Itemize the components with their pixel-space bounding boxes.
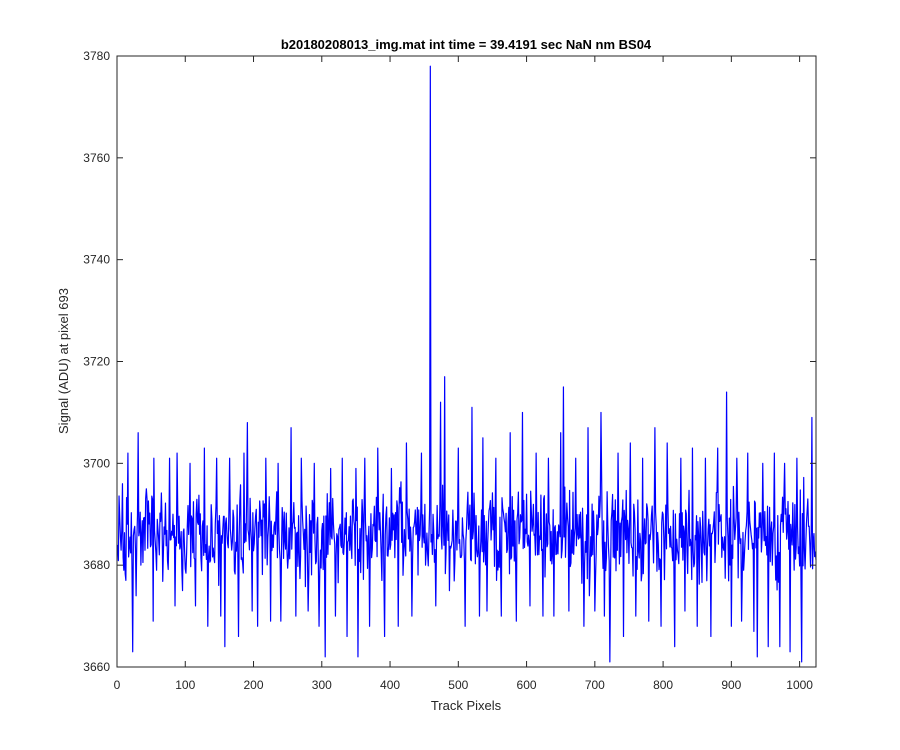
x-axis-ticks: 0 100 200 300 400 500 600 700 800 900 1000 xyxy=(114,56,813,692)
x-tick-label: 0 xyxy=(114,678,121,692)
y-tick-label: 3780 xyxy=(83,49,110,63)
y-axis-label: Signal (ADU) at pixel 693 xyxy=(56,288,71,434)
x-tick-label: 600 xyxy=(517,678,537,692)
y-tick-label: 3740 xyxy=(83,253,110,267)
x-tick-label: 300 xyxy=(312,678,332,692)
x-tick-label: 800 xyxy=(653,678,673,692)
x-tick-label: 200 xyxy=(244,678,264,692)
y-tick-label: 3700 xyxy=(83,456,110,470)
y-tick-label: 3720 xyxy=(83,355,110,369)
data-layer xyxy=(117,65,817,663)
x-tick-label: 400 xyxy=(380,678,400,692)
y-axis-ticks: 3660 3680 3700 3720 3740 3760 3780 xyxy=(83,49,816,674)
chart-title: b20180208013_img.mat int time = 39.4191 … xyxy=(281,37,652,52)
x-axis-label: Track Pixels xyxy=(431,698,502,713)
x-tick-label: 900 xyxy=(721,678,741,692)
x-tick-label: 500 xyxy=(448,678,468,692)
x-tick-label: 1000 xyxy=(786,678,813,692)
x-tick-label: 100 xyxy=(175,678,195,692)
y-tick-label: 3660 xyxy=(83,660,110,674)
y-tick-label: 3760 xyxy=(83,151,110,165)
x-tick-label: 700 xyxy=(585,678,605,692)
y-tick-label: 3680 xyxy=(83,558,110,572)
series-line xyxy=(117,65,817,663)
